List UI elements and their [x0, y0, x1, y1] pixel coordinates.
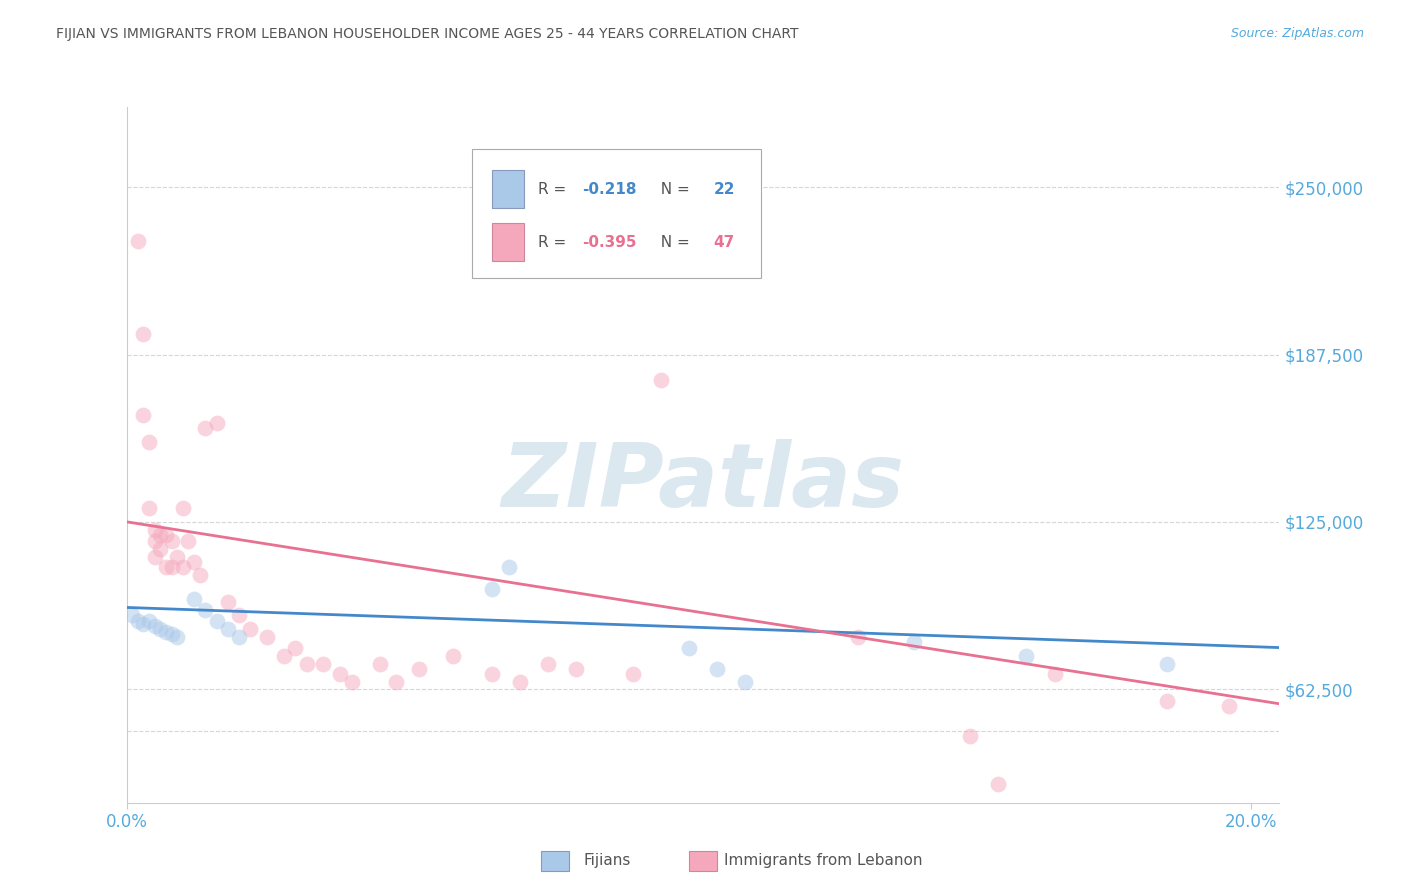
Point	[1156, 694, 1178, 708]
Point	[149, 528, 172, 542]
Point	[228, 630, 250, 644]
Point	[959, 729, 981, 743]
Point	[408, 662, 430, 676]
Text: -0.395: -0.395	[582, 235, 637, 251]
Point	[166, 549, 188, 564]
Point	[706, 662, 728, 676]
Point	[138, 501, 160, 516]
Point	[256, 630, 278, 644]
Point	[149, 541, 172, 556]
Bar	[492, 169, 524, 208]
Text: FIJIAN VS IMMIGRANTS FROM LEBANON HOUSEHOLDER INCOME AGES 25 - 44 YEARS CORRELAT: FIJIAN VS IMMIGRANTS FROM LEBANON HOUSEH…	[56, 27, 799, 41]
Point	[132, 616, 155, 631]
Point	[194, 603, 217, 617]
Point	[138, 614, 160, 628]
Point	[481, 582, 503, 596]
Point	[160, 560, 183, 574]
Point	[1015, 648, 1038, 663]
Text: R =: R =	[538, 182, 571, 196]
Point	[132, 408, 155, 422]
Point	[441, 648, 464, 663]
Point	[127, 234, 149, 248]
Point	[160, 533, 183, 548]
Point	[160, 627, 183, 641]
Point	[217, 622, 239, 636]
Point	[121, 608, 143, 623]
Text: -0.218: -0.218	[582, 182, 637, 196]
Point	[284, 640, 307, 655]
Point	[1218, 699, 1240, 714]
Point	[239, 622, 262, 636]
Point	[312, 657, 335, 671]
Text: 47: 47	[713, 235, 734, 251]
Point	[903, 635, 925, 649]
Point	[217, 595, 239, 609]
Point	[143, 619, 166, 633]
Point	[194, 421, 217, 435]
Text: R =: R =	[538, 235, 571, 251]
Point	[1043, 667, 1066, 681]
Point	[498, 560, 520, 574]
FancyBboxPatch shape	[472, 149, 761, 277]
Text: N =: N =	[651, 235, 695, 251]
Point	[155, 624, 177, 639]
Text: 22: 22	[713, 182, 735, 196]
Point	[138, 434, 160, 449]
Point	[621, 667, 644, 681]
Point	[205, 416, 228, 430]
Text: ZIPatlas: ZIPatlas	[502, 439, 904, 526]
Point	[155, 528, 177, 542]
Point	[273, 648, 295, 663]
Point	[143, 549, 166, 564]
Point	[650, 373, 672, 387]
Point	[385, 675, 408, 690]
Point	[509, 675, 531, 690]
Point	[172, 501, 194, 516]
Point	[340, 675, 363, 690]
Text: N =: N =	[651, 182, 695, 196]
Point	[537, 657, 560, 671]
Point	[149, 622, 172, 636]
Point	[846, 630, 869, 644]
Point	[132, 327, 155, 342]
Point	[734, 675, 756, 690]
Point	[295, 657, 318, 671]
Text: Source: ZipAtlas.com: Source: ZipAtlas.com	[1230, 27, 1364, 40]
Point	[143, 523, 166, 537]
Point	[987, 777, 1010, 791]
Point	[177, 533, 200, 548]
Point	[155, 560, 177, 574]
Point	[172, 560, 194, 574]
Text: Fijians: Fijians	[583, 854, 631, 868]
Point	[183, 592, 205, 607]
Point	[368, 657, 391, 671]
Point	[565, 662, 588, 676]
Point	[678, 640, 700, 655]
Point	[143, 533, 166, 548]
Text: Immigrants from Lebanon: Immigrants from Lebanon	[724, 854, 922, 868]
Point	[481, 667, 503, 681]
Point	[166, 630, 188, 644]
Point	[188, 568, 211, 582]
Point	[205, 614, 228, 628]
Bar	[492, 223, 524, 261]
Point	[228, 608, 250, 623]
Point	[183, 555, 205, 569]
Point	[329, 667, 352, 681]
Point	[127, 614, 149, 628]
Point	[1156, 657, 1178, 671]
